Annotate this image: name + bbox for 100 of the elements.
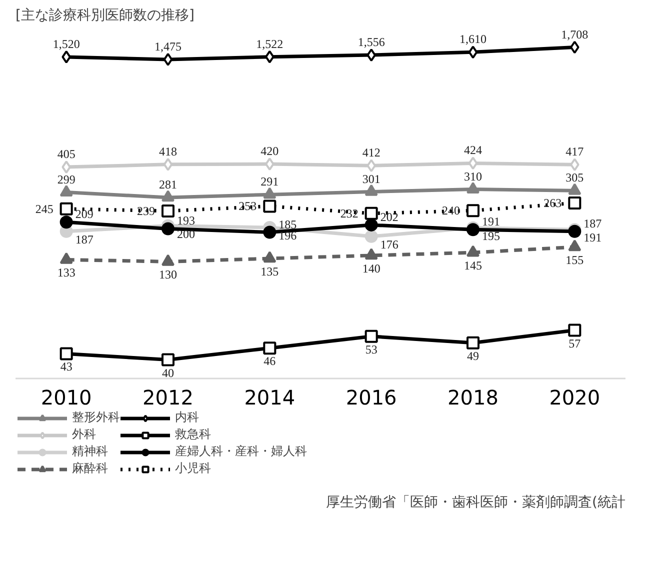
point: [162, 204, 174, 218]
data-label: 239: [137, 204, 155, 218]
data-label: 187: [75, 232, 94, 246]
point: [570, 40, 580, 54]
data-label: 191: [482, 214, 500, 229]
chart-title: [主な診療科別医師数の推移]: [16, 8, 194, 24]
point: [162, 254, 174, 266]
data-label: 43: [60, 360, 72, 374]
point: [162, 190, 174, 202]
point: [263, 251, 276, 263]
point: [60, 347, 73, 360]
point: [162, 222, 174, 236]
point: [364, 206, 378, 220]
point: [60, 202, 73, 216]
data-label: 40: [162, 366, 174, 380]
data-label: 195: [482, 228, 500, 243]
text: 厚生労働省「医師・歯科医師・薬剤師調査(統計: [326, 494, 626, 510]
data-label: 200: [177, 226, 195, 241]
point: [466, 245, 480, 257]
data-label: 202: [380, 210, 398, 224]
legend-label: 精神科: [72, 443, 108, 460]
data-label: 53: [365, 342, 378, 356]
point: [263, 342, 276, 355]
legend-label: 小児科: [175, 460, 211, 477]
point: [364, 230, 378, 243]
data-label: 1,708: [561, 27, 588, 42]
point: [62, 50, 71, 64]
x-tick-label: 2020: [549, 386, 600, 410]
data-label: 140: [362, 261, 380, 276]
point: [570, 158, 580, 172]
point: [263, 226, 276, 239]
data-label: 305: [566, 170, 584, 185]
data-label: 310: [464, 169, 482, 184]
point: [263, 187, 276, 199]
data-label: 187: [584, 216, 602, 230]
point: [568, 183, 582, 195]
point: [568, 240, 582, 252]
data-label: 135: [260, 264, 279, 278]
data-label: 417: [566, 144, 584, 159]
point: [263, 200, 276, 213]
data-label: 263: [544, 196, 562, 210]
data-label: 299: [57, 172, 76, 186]
point: [468, 156, 478, 170]
data-label: 57: [568, 336, 581, 350]
point: [162, 353, 174, 366]
data-label: 46: [264, 354, 276, 368]
data-label: 193: [177, 214, 195, 228]
legend-label: 外科: [72, 426, 96, 443]
data-label: 240: [442, 204, 460, 218]
legend-label: 整形外科: [72, 409, 120, 426]
data-label: 1,522: [256, 36, 284, 51]
point: [568, 324, 582, 337]
point: [60, 252, 73, 264]
point: [265, 158, 274, 171]
data-label: 281: [159, 177, 177, 192]
data-label: 155: [566, 252, 584, 267]
data-label: 424: [464, 143, 482, 158]
data-label: 1,610: [460, 32, 486, 46]
data-label: 49: [467, 348, 479, 363]
x-tick-label: 2012: [142, 386, 194, 410]
point: [364, 218, 378, 232]
point: [468, 46, 478, 59]
data-label: 420: [260, 144, 279, 158]
point: [366, 48, 376, 62]
point: [265, 50, 274, 64]
point: [568, 196, 582, 210]
data-label: 1,520: [52, 36, 80, 51]
data-label: 253: [238, 199, 257, 214]
data-label: 1,556: [358, 35, 385, 50]
x-tick-label: 2014: [244, 386, 296, 410]
legend-label: 内科: [175, 409, 199, 426]
point: [163, 52, 173, 66]
data-label: 191: [584, 230, 602, 245]
point: [62, 160, 71, 174]
point: [466, 182, 480, 194]
point: [466, 336, 480, 350]
data-label: 130: [159, 268, 177, 282]
legend-label: 救急科: [175, 426, 211, 443]
x-tick-label: 2016: [346, 386, 397, 410]
data-label: 405: [57, 147, 76, 162]
data-label: 418: [159, 144, 177, 158]
legend-label: 産婦人科・産科・婦人科: [175, 443, 307, 460]
data-label: 133: [57, 266, 76, 280]
data-label: 209: [75, 207, 94, 222]
data-label: 176: [380, 237, 398, 252]
legend-label: 麻酔科: [72, 460, 108, 477]
point: [364, 248, 378, 260]
data-label: 145: [464, 258, 482, 273]
point: [163, 158, 173, 171]
point: [60, 184, 73, 196]
point: [366, 159, 376, 172]
point: [466, 204, 480, 218]
point: [60, 216, 73, 229]
data-label: 301: [362, 172, 380, 186]
point: [364, 184, 378, 196]
data-label: 232: [340, 206, 358, 220]
data-label: 291: [260, 174, 279, 189]
x-tick-label: 2010: [40, 386, 92, 410]
point: [364, 330, 378, 343]
x-tick-label: 2018: [448, 386, 498, 410]
